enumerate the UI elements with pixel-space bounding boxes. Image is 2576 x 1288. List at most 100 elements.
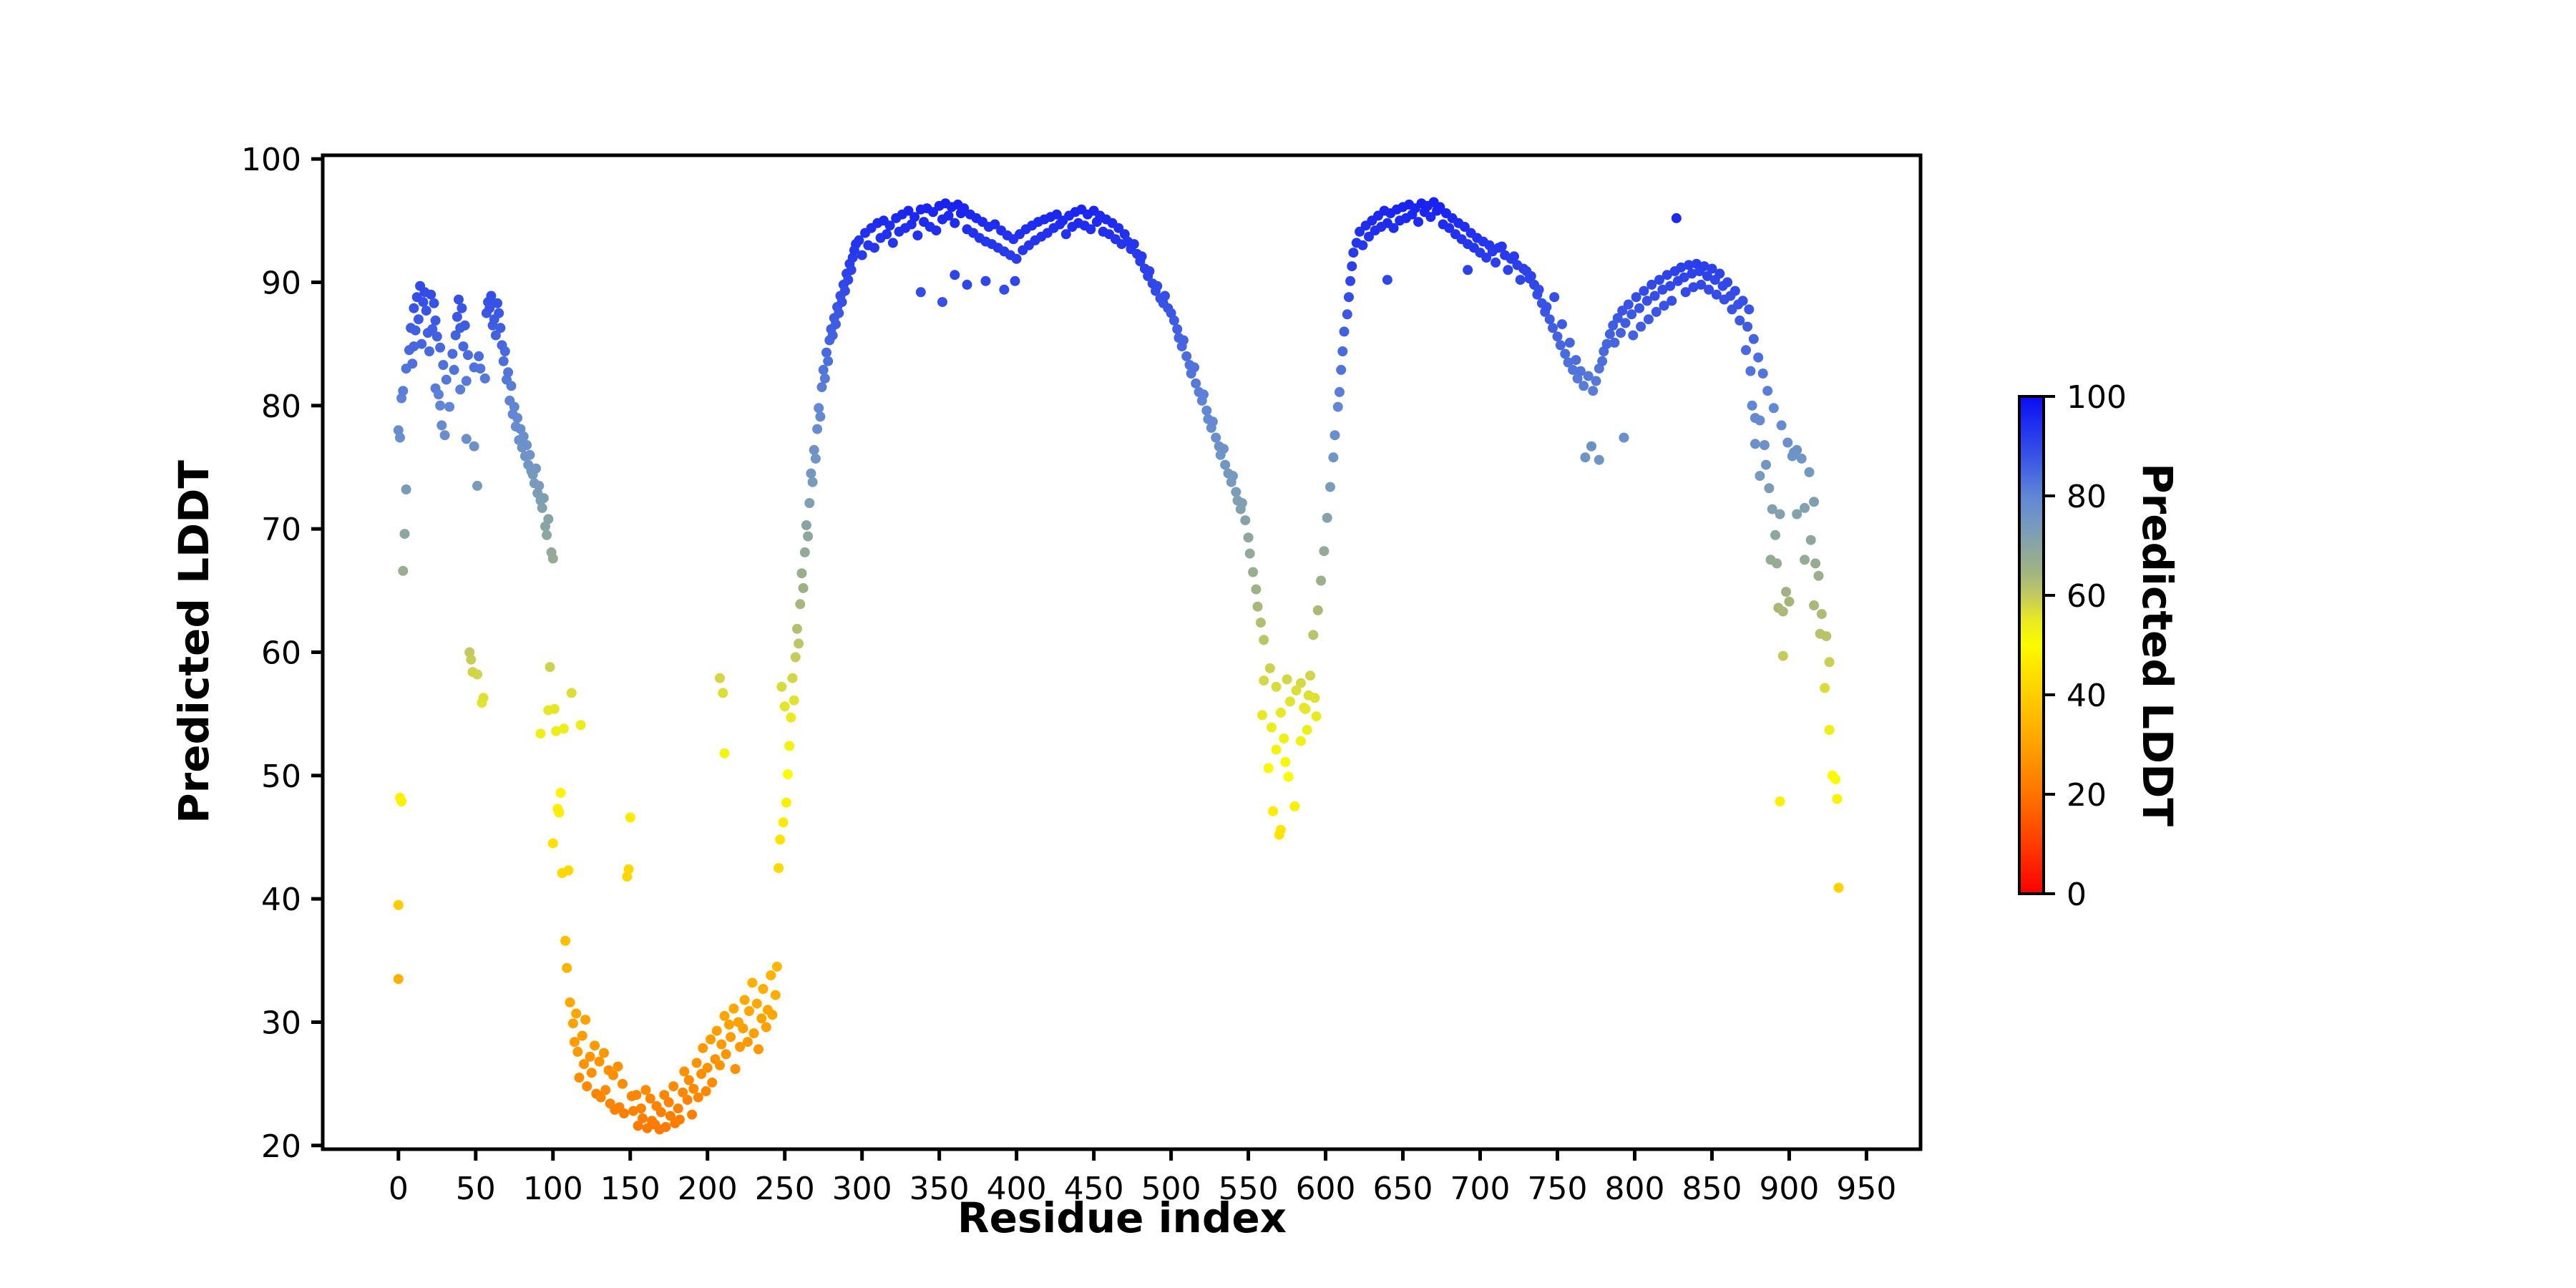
data-point	[691, 1058, 702, 1068]
data-point	[766, 970, 776, 980]
data-point	[1231, 487, 1241, 497]
data-point	[798, 582, 809, 593]
data-point	[631, 1090, 642, 1101]
data-point	[1302, 725, 1312, 736]
data-point	[1322, 512, 1332, 523]
data-point	[1355, 226, 1365, 237]
data-point	[401, 484, 411, 494]
data-point	[1667, 296, 1677, 306]
data-point	[461, 376, 472, 386]
data-point	[843, 275, 854, 286]
y-tick-label: 70	[261, 512, 301, 548]
data-point	[585, 1051, 595, 1062]
data-point	[1339, 326, 1350, 337]
data-point	[1833, 882, 1844, 893]
data-point	[1820, 683, 1830, 693]
data-point	[590, 1040, 600, 1051]
x-tick-label: 850	[1682, 1171, 1742, 1207]
data-point	[459, 320, 470, 331]
data-point	[1757, 369, 1768, 379]
data-point	[450, 330, 461, 341]
data-point	[1800, 502, 1810, 513]
data-point	[915, 287, 926, 298]
data-point	[1714, 268, 1725, 279]
data-point	[1747, 400, 1757, 411]
data-point	[903, 205, 914, 216]
y-tick-label: 40	[261, 882, 301, 918]
data-point	[1824, 725, 1835, 736]
data-point	[767, 1010, 778, 1020]
data-point	[943, 210, 954, 221]
data-point	[435, 342, 446, 353]
data-point	[579, 1059, 589, 1070]
data-point	[1564, 337, 1575, 348]
data-point	[1549, 292, 1560, 303]
data-point	[1612, 313, 1623, 323]
data-point	[659, 1090, 670, 1101]
data-point	[1335, 386, 1345, 397]
data-point	[1742, 321, 1753, 332]
data-point	[1796, 453, 1807, 464]
data-point	[834, 308, 844, 318]
data-point	[478, 693, 489, 703]
data-point	[452, 311, 462, 322]
data-point	[753, 1044, 763, 1055]
data-point	[1631, 292, 1641, 303]
data-point	[1308, 630, 1319, 640]
colorbar-gradient	[2019, 396, 2044, 894]
data-point	[438, 360, 449, 370]
data-point	[1662, 270, 1672, 280]
data-point	[1289, 801, 1300, 811]
data-point	[730, 1064, 741, 1074]
data-point	[1552, 331, 1563, 342]
data-point	[1541, 302, 1552, 312]
data-point	[1767, 504, 1777, 514]
data-point	[990, 219, 1000, 230]
data-point	[1526, 270, 1536, 281]
data-point	[490, 330, 501, 341]
data-point	[1296, 736, 1306, 746]
data-point	[1805, 535, 1816, 545]
data-point	[715, 673, 725, 683]
data-point	[1319, 546, 1330, 557]
data-point	[747, 977, 758, 988]
data-point	[1641, 296, 1652, 306]
data-point	[594, 1056, 605, 1067]
data-point	[563, 865, 574, 876]
data-point	[803, 531, 814, 542]
data-point	[492, 298, 502, 308]
data-point	[1809, 600, 1819, 610]
data-point	[618, 1078, 628, 1089]
data-point	[770, 990, 781, 1000]
data-point	[1191, 378, 1201, 389]
data-point	[1279, 733, 1289, 744]
data-point	[1626, 309, 1637, 320]
data-point	[887, 238, 898, 248]
data-point	[1628, 330, 1639, 341]
data-point	[959, 203, 970, 214]
data-point	[1575, 366, 1586, 376]
data-point	[1809, 497, 1819, 507]
data-point	[1659, 301, 1669, 311]
data-point	[1228, 471, 1238, 482]
data-point	[538, 493, 549, 504]
data-point	[1639, 286, 1649, 296]
colorbar: 0 20 40 60 80 100	[2018, 379, 2127, 913]
data-point	[1665, 280, 1676, 291]
data-point	[554, 807, 565, 818]
x-tick-label: 0	[389, 1171, 409, 1207]
data-point	[1503, 265, 1513, 275]
data-point	[537, 502, 547, 513]
data-point	[789, 695, 799, 706]
data-point	[599, 1048, 609, 1058]
data-point	[1284, 696, 1295, 707]
data-point	[1280, 756, 1291, 767]
data-point	[424, 346, 434, 356]
data-point	[839, 286, 850, 296]
data-point	[1344, 292, 1354, 303]
data-point	[582, 1081, 592, 1092]
data-point	[1563, 357, 1574, 368]
data-point	[715, 1060, 725, 1070]
data-point	[726, 1032, 736, 1043]
colorbar-tick-label: 40	[2067, 678, 2107, 714]
